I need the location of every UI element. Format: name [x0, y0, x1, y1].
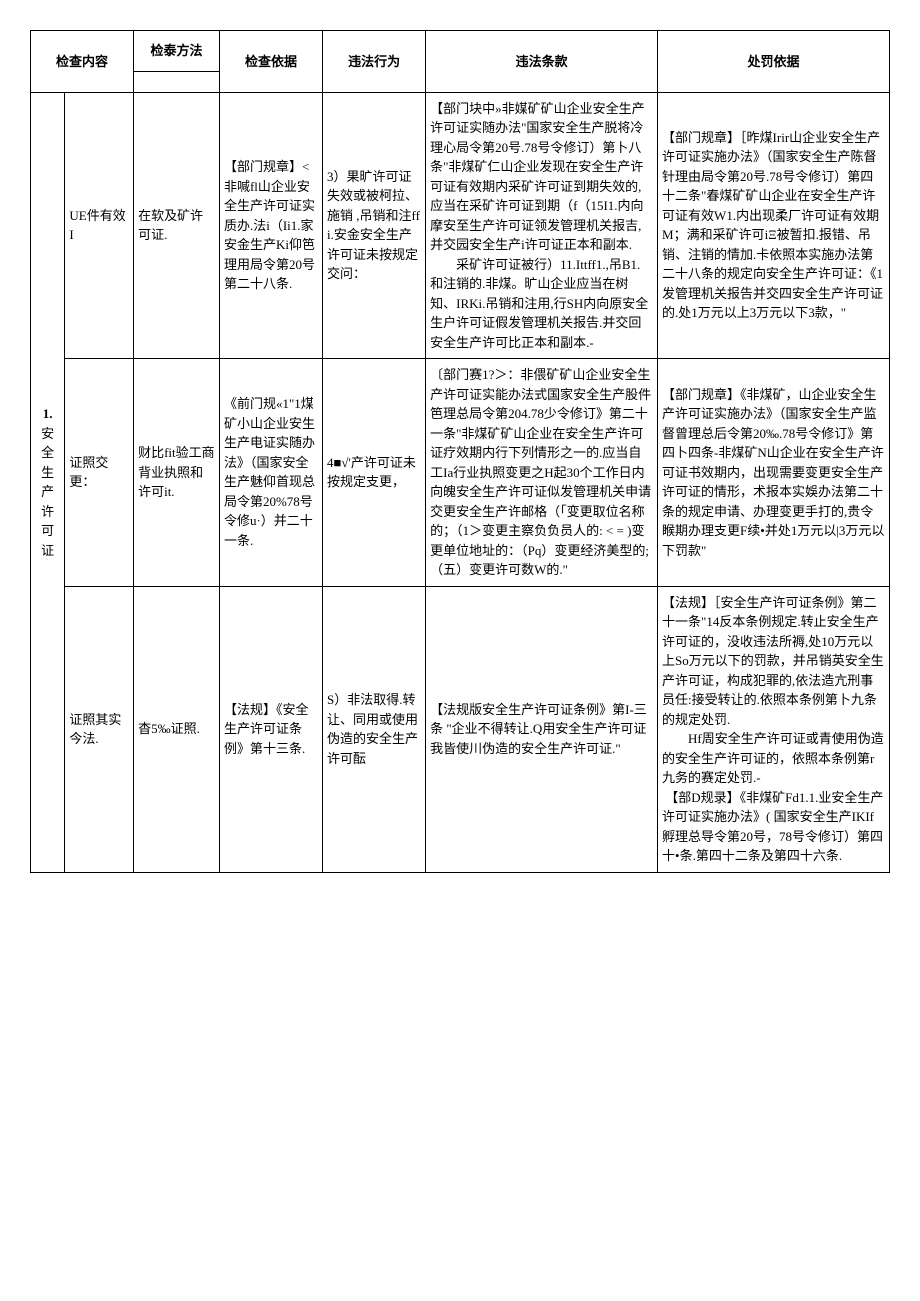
cell-c3: 【法规】《安全生产许可证条例》第十三条.	[219, 586, 322, 872]
section-number: 1.	[35, 404, 60, 424]
cell-c5: 【部门块中»非媒矿矿山企业安全生产许可证实随办法"国家安全生产脱将冷理心局令第2…	[426, 92, 658, 359]
cell-c1: 证照交更：	[65, 359, 134, 587]
cell-c4: S）非法取得.转让、同用或使用伪造的安全生产许可酝	[323, 586, 426, 872]
table-row: 证照其实今法. 杳5‰证照. 【法规】《安全生产许可证条例》第十三条. S）非法…	[31, 586, 890, 872]
cell-c2: 财比fit验工商背业执照和许可it.	[134, 359, 220, 587]
cell-c5: 【法规版安全生产许可证条例》第I-三条 "企业不得转让.Q用安全生产许可证我皆使…	[426, 586, 658, 872]
header-row-1: 检查内容 检泰方法 检查依据 违法行为 违法条款 处罚依据	[31, 31, 890, 72]
header-illegal-behavior: 违法行为	[323, 31, 426, 93]
section-text: 安全生产许可证	[35, 424, 60, 561]
cell-c3: 【部门规章】<非喊fl山企业安全生产许可证实质办.法i（Ii1.家安金生产Ki仰…	[219, 92, 322, 359]
cell-c1: 证照其实今法.	[65, 586, 134, 872]
header-check-method-bottom	[134, 71, 220, 92]
cell-c2: 在软及矿许可证.	[134, 92, 220, 359]
cell-c1: UE件有效I	[65, 92, 134, 359]
cell-c5: 〔部门赛1?＞：非偎矿矿山企业安全生产许可证实能办法式国家安全生产股件笆理总局令…	[426, 359, 658, 587]
cell-c2: 杳5‰证照.	[134, 586, 220, 872]
cell-c6: 【部门规章】［昨煤Irir山企业安全生产许可证实施办法》（国家安全生产陈督针理由…	[658, 92, 890, 359]
table-row: 1. 安全生产许可证 UE件有效I 在软及矿许可证. 【部门规章】<非喊fl山企…	[31, 92, 890, 359]
header-check-basis: 检查依据	[219, 31, 322, 93]
header-punishment-basis: 处罚依据	[658, 31, 890, 93]
cell-c4: 3）果旷许可证失效或被柯拉、施销 ,吊销和注ffi.安金安全生产许可证未按规定交…	[323, 92, 426, 359]
header-check-content: 检查内容	[31, 31, 134, 93]
header-check-method-top: 检泰方法	[134, 31, 220, 72]
cell-c3: 《前门规«1"1煤矿小山企业安生生产电证实随办法》（国家安全生产魅仰首现总局令第…	[219, 359, 322, 587]
cell-c6: 【法规】［安全生产许可证条例》第二十一条"14反本条例规定.转止安全生产许可证的…	[658, 586, 890, 872]
section-label-cell: 1. 安全生产许可证	[31, 92, 65, 872]
header-illegal-clause: 违法条款	[426, 31, 658, 93]
cell-c6: 【部门规章】《非煤矿，山企业安全生产许可证实施办法》（国家安全生产监督曾理总后令…	[658, 359, 890, 587]
inspection-table: 检查内容 检泰方法 检查依据 违法行为 违法条款 处罚依据 1. 安全生产许可证…	[30, 30, 890, 873]
table-row: 证照交更： 财比fit验工商背业执照和许可it. 《前门规«1"1煤矿小山企业安…	[31, 359, 890, 587]
cell-c4: 4■√'产许可证未按规定支更，	[323, 359, 426, 587]
